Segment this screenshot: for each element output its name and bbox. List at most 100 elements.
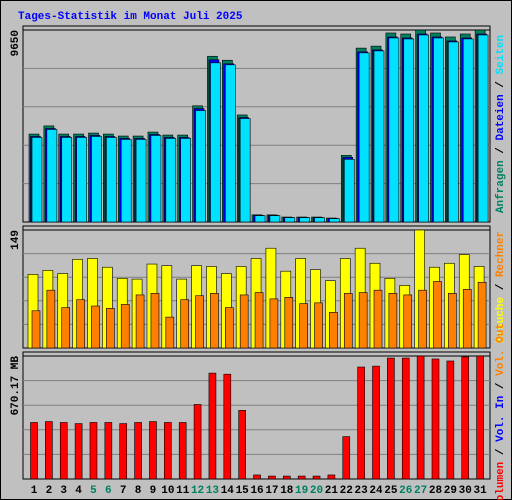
bar (210, 293, 219, 349)
bar (31, 137, 43, 223)
bar (149, 421, 157, 480)
bar (120, 304, 130, 349)
legend-separator: / (495, 277, 507, 297)
chart-title: Tages-Statistik im Monat Juli 2025 (18, 11, 243, 23)
x-tick-label: 25 (384, 485, 398, 497)
bar (268, 475, 276, 480)
bar (238, 410, 246, 480)
bar (223, 373, 232, 480)
bar (314, 217, 325, 223)
legend: Besuche / Rechner (495, 231, 507, 343)
legend-entry: Seiten (495, 35, 507, 75)
bar (150, 293, 160, 349)
bar (59, 422, 68, 480)
x-tick-label: 28 (429, 485, 443, 497)
panel (22, 351, 491, 480)
bar (31, 310, 41, 349)
bar (418, 34, 429, 223)
bar (418, 289, 427, 349)
x-tick-label: 8 (135, 485, 142, 497)
x-tick-label: 5 (90, 485, 97, 497)
legend-entry: Anfragen (495, 160, 507, 213)
bar (178, 422, 187, 480)
bar (343, 293, 353, 349)
bar (120, 139, 132, 223)
bar (358, 52, 370, 223)
bar (164, 422, 172, 480)
bar (180, 299, 189, 349)
legend-entry: Besuche (495, 297, 507, 344)
bar (135, 139, 147, 223)
x-tick-label: 18 (280, 485, 294, 497)
legend: Anfragen / Dateien / Seiten (495, 35, 507, 213)
x-tick-label: 6 (105, 485, 112, 497)
bar (342, 436, 351, 480)
x-tick-label: 11 (176, 485, 190, 497)
x-tick-label: 30 (459, 485, 472, 497)
bar (61, 137, 73, 223)
bar (210, 62, 221, 223)
bar (388, 37, 400, 223)
x-tick-label: 14 (221, 485, 235, 497)
bar (254, 215, 266, 223)
bar (343, 159, 355, 223)
bar (195, 110, 206, 223)
bar (462, 38, 474, 223)
bar (476, 355, 484, 480)
legend-entry: Volumen (495, 462, 507, 500)
bar (104, 422, 113, 480)
bar (312, 475, 321, 480)
bar (119, 423, 128, 480)
bar (403, 294, 413, 349)
bar (461, 356, 470, 480)
bar (373, 50, 385, 223)
x-tick-label: 2 (46, 485, 53, 497)
legend-entry: Dateien (495, 94, 507, 140)
bar (387, 357, 395, 480)
bar (448, 293, 457, 349)
x-tick-label: 7 (120, 485, 127, 497)
x-tick-label: 13 (206, 485, 220, 497)
bar (225, 307, 234, 349)
bar (462, 289, 472, 349)
bar (91, 305, 100, 349)
bar (401, 357, 410, 480)
bar (76, 299, 85, 349)
legend-entry: Vol. In (495, 396, 507, 442)
bar (135, 294, 145, 349)
bar (388, 293, 398, 349)
bar (106, 308, 115, 349)
bar (284, 217, 296, 223)
x-tick-label: 16 (250, 485, 263, 497)
bar (180, 138, 191, 223)
x-tick-label: 12 (191, 485, 204, 497)
x-tick-label: 26 (399, 485, 412, 497)
bar (45, 421, 53, 480)
bar (225, 64, 236, 223)
legend-entry: Rechner (495, 231, 507, 277)
x-tick-label: 23 (355, 485, 369, 497)
bar (208, 372, 217, 480)
bar (195, 295, 204, 349)
bar (329, 312, 338, 349)
legend-entry: Vol. Out (495, 323, 507, 376)
bar (431, 358, 440, 480)
bar (74, 423, 83, 480)
y-tick-label: 149 (10, 230, 22, 250)
bar (61, 307, 71, 349)
bar (284, 297, 294, 349)
x-tick-label: 22 (340, 485, 353, 497)
x-tick-label: 20 (310, 485, 323, 497)
x-tick-label: 4 (75, 485, 82, 497)
bar (416, 355, 425, 480)
bar (165, 138, 177, 223)
bar (91, 136, 102, 223)
x-tick-label: 21 (325, 485, 339, 497)
bar (433, 281, 442, 349)
bar (239, 294, 249, 349)
bar (46, 289, 56, 349)
bar (433, 37, 444, 223)
bar (89, 422, 98, 480)
x-tick-label: 24 (369, 485, 383, 497)
